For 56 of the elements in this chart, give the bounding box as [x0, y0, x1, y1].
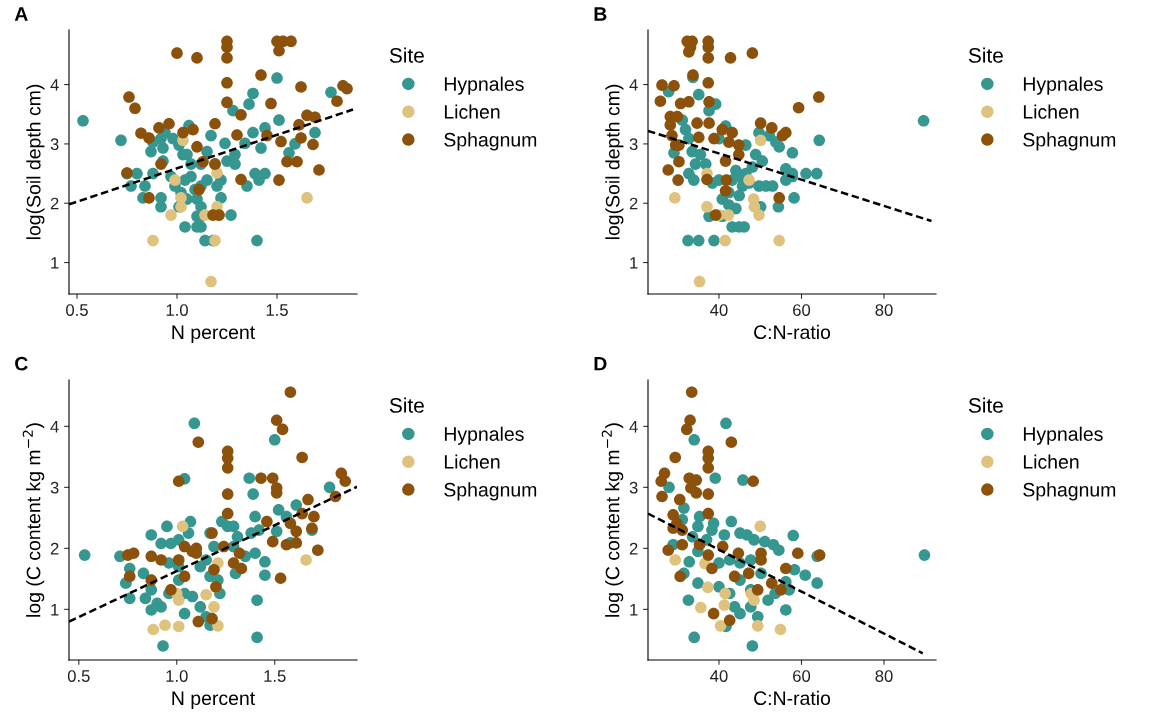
y-tick-label: 3: [50, 481, 59, 494]
legend-label: Hypnales: [444, 426, 524, 445]
legend-title: Site: [389, 397, 424, 413]
legend-label: Sphagnum: [444, 132, 537, 151]
legend-label: Lichen: [444, 454, 500, 469]
chart-title: B: [594, 7, 607, 21]
legend-label: Sphagnum: [1023, 482, 1116, 501]
x-tick-label: 1.5: [264, 670, 286, 682]
y-tick-label: 3: [50, 138, 59, 151]
x-axis-title: C:N-ratio: [754, 690, 831, 706]
y-tick-label: 1: [630, 603, 638, 616]
y-tick-label: 1: [51, 257, 59, 269]
legend-title: Site: [968, 397, 1003, 413]
y-tick-label: 2: [629, 197, 638, 210]
y-axis-title: log(Soil depth cm): [26, 84, 45, 240]
x-tick-label: 60: [793, 670, 811, 682]
x-tick-label: 1.5: [266, 304, 288, 316]
legend-label: Sphagnum: [1023, 132, 1116, 151]
y-tick-label: 1: [51, 603, 59, 616]
legend-label: Lichen: [1023, 454, 1079, 469]
chart-title: C: [15, 356, 28, 371]
y-tick-label: 4: [629, 420, 638, 433]
x-axis-title: N percent: [172, 325, 256, 343]
x-tick-label: 0.5: [67, 670, 90, 682]
legend-label: Hypnales: [444, 76, 524, 95]
legend-title: Site: [389, 47, 424, 63]
y-tick-label: 4: [50, 420, 59, 433]
y-axis-title: log (C content kg m$^{−2}$): [601, 423, 624, 617]
legend-label: Hypnales: [1023, 76, 1103, 95]
x-tick-label: 40: [710, 670, 728, 682]
chart-title: A: [14, 7, 28, 21]
x-tick-label: 1.0: [166, 304, 188, 316]
y-tick-label: 2: [629, 542, 638, 555]
legend-label: Lichen: [444, 104, 500, 119]
x-tick-label: 0.5: [66, 304, 88, 316]
y-tick-label: 2: [50, 542, 59, 555]
y-tick-label: 3: [629, 481, 638, 494]
legend-label: Sphagnum: [444, 482, 537, 501]
y-axis-title: log(Soil depth cm): [605, 84, 624, 240]
x-tick-label: 80: [875, 670, 893, 682]
x-axis-title: N percent: [172, 691, 256, 709]
y-tick-label: 3: [629, 138, 638, 151]
x-axis-title: C:N-ratio: [754, 324, 831, 340]
chart-title: D: [594, 356, 607, 371]
y-tick-label: 4: [629, 79, 638, 91]
y-axis-title: log (C content kg m$^{−2}$): [22, 423, 45, 617]
y-tick-label: 2: [50, 197, 59, 210]
y-tick-label: 4: [50, 79, 59, 91]
x-tick-label: 40: [710, 304, 728, 316]
x-tick-label: 80: [875, 304, 893, 316]
y-tick-label: 1: [630, 257, 638, 269]
x-tick-label: 60: [793, 304, 811, 316]
legend-label: Hypnales: [1023, 426, 1103, 445]
x-tick-label: 1.0: [166, 670, 188, 682]
legend-label: Lichen: [1023, 104, 1079, 119]
legend-title: Site: [968, 47, 1003, 63]
